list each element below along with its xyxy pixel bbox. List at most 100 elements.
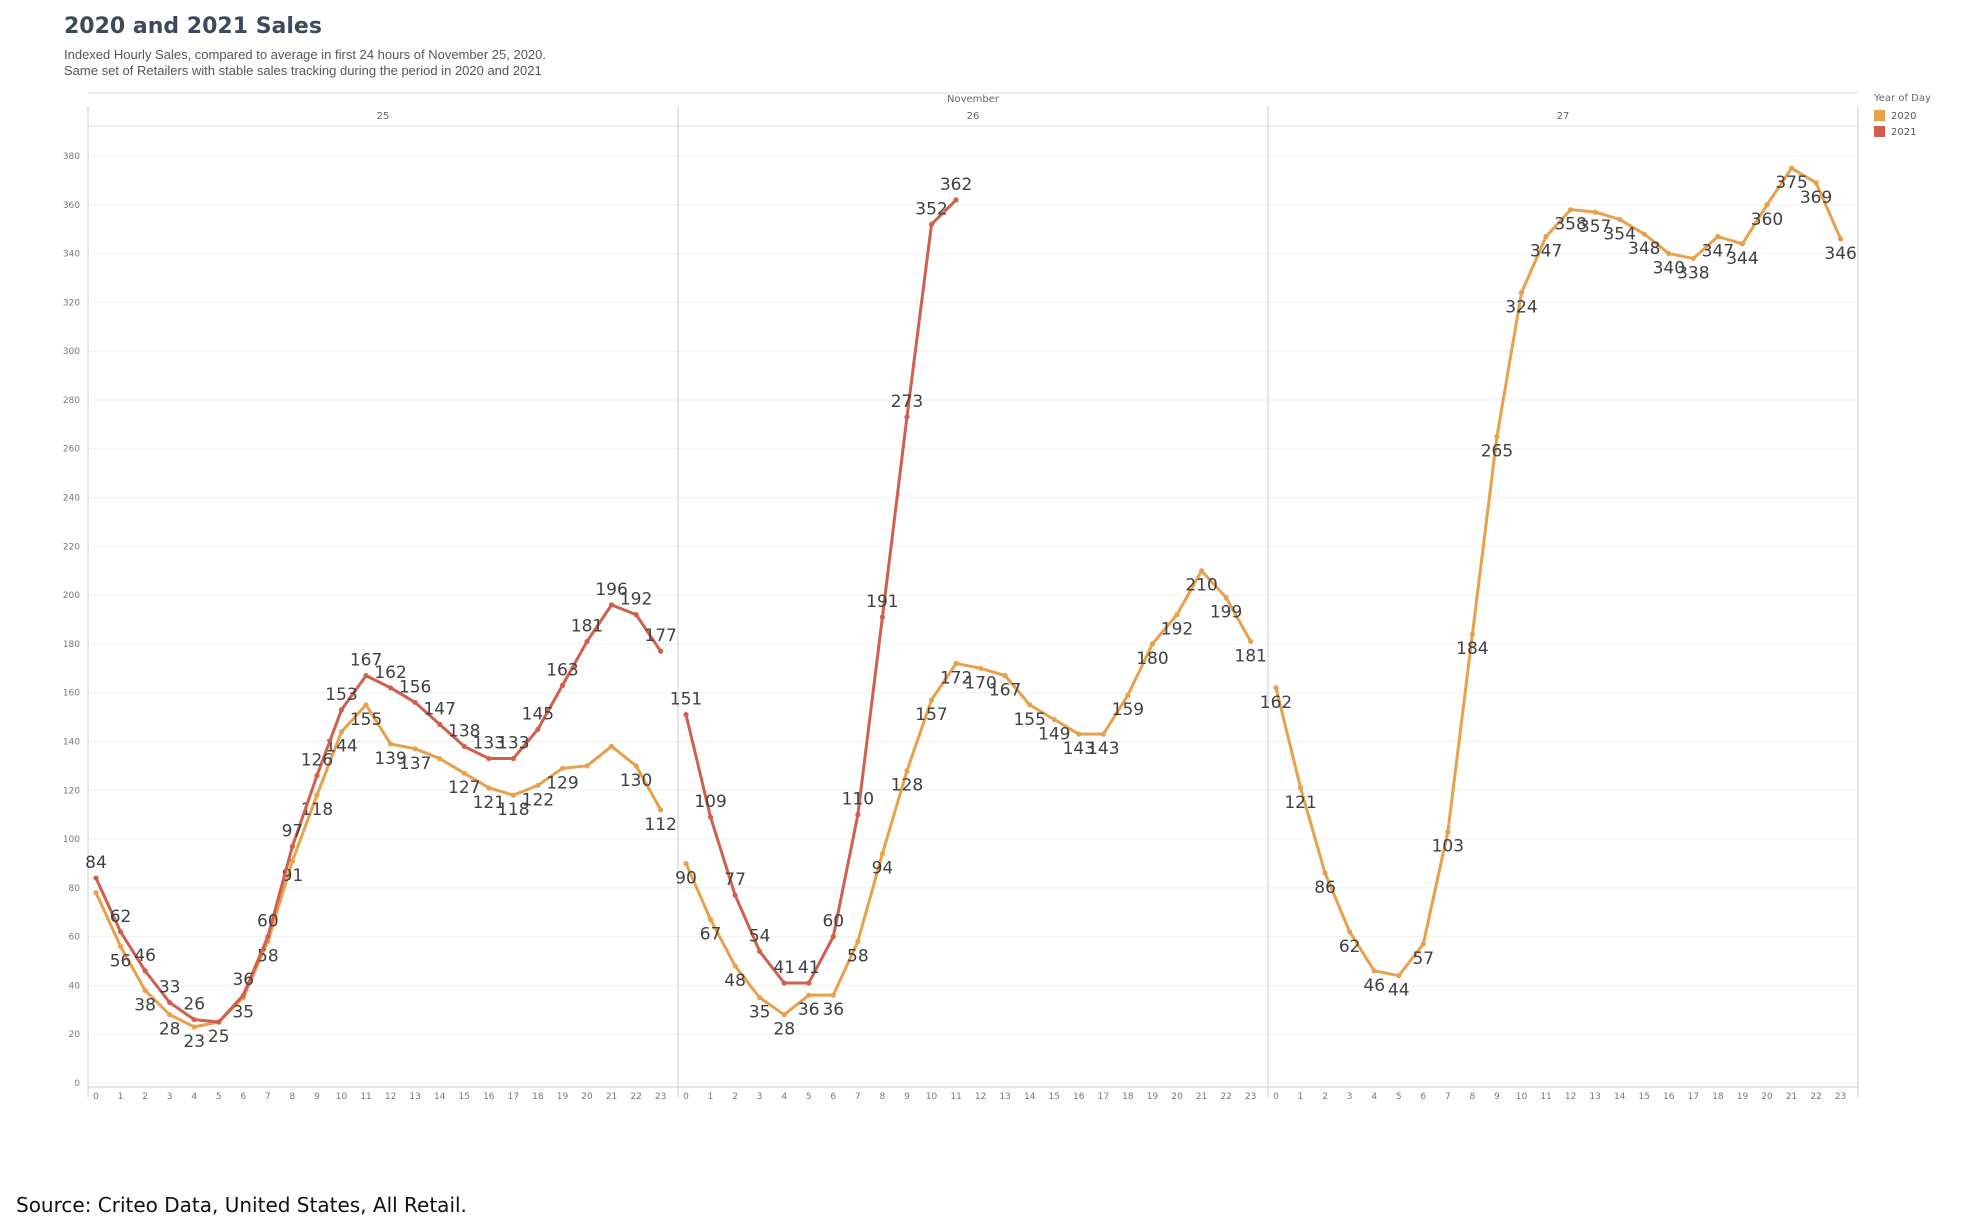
data-label-2021: 352 (915, 199, 947, 219)
y-tick-label: 100 (63, 835, 80, 845)
data-point-2021 (117, 929, 124, 935)
data-label-2020: 35 (232, 1003, 254, 1023)
data-label-2021: 62 (110, 907, 132, 927)
x-tick-label: 21 (1786, 1092, 1797, 1102)
x-tick-label: 13 (999, 1092, 1010, 1102)
source-note: Source: Criteo Data, United States, All … (16, 1193, 467, 1217)
data-point-2020 (289, 858, 295, 864)
x-tick-label: 7 (855, 1092, 861, 1102)
data-label-2020: 210 (1185, 576, 1217, 596)
x-tick-label: 5 (1396, 1092, 1402, 1102)
y-tick-label: 60 (69, 933, 81, 943)
day-label: 27 (1557, 111, 1570, 122)
data-label-2020: 28 (159, 1020, 181, 1040)
data-point-2020 (117, 943, 124, 949)
data-label-2020: 44 (1388, 981, 1410, 1001)
y-tick-label: 80 (69, 884, 81, 894)
x-tick-label: 0 (683, 1092, 689, 1102)
data-point-2020 (1518, 290, 1525, 296)
data-label-2020: 38 (134, 995, 156, 1015)
data-label-2021: 273 (891, 392, 923, 412)
x-tick-label: 4 (1371, 1092, 1377, 1102)
data-point-2020 (1002, 673, 1008, 679)
data-label-2020: 67 (700, 925, 722, 945)
x-tick-label: 21 (1196, 1092, 1207, 1102)
data-point-2020 (191, 1024, 197, 1030)
data-point-2020 (953, 660, 959, 667)
data-label-2020: 346 (1824, 244, 1856, 264)
x-tick-label: 4 (781, 1092, 787, 1102)
data-point-2020 (486, 785, 492, 791)
data-point-2021 (658, 648, 664, 654)
data-point-2020 (1666, 250, 1672, 257)
x-tick-label: 8 (1470, 1092, 1476, 1102)
data-label-2020: 121 (473, 793, 505, 813)
data-point-2021 (240, 992, 246, 998)
data-point-2020 (1396, 973, 1402, 979)
data-label-2021: 147 (423, 699, 455, 719)
data-label-2020: 90 (675, 868, 697, 888)
x-tick-label: 23 (1835, 1092, 1846, 1102)
data-label-2020: 180 (1136, 649, 1168, 669)
x-tick-label: 0 (93, 1092, 99, 1102)
data-point-2020 (1764, 202, 1770, 208)
data-label-2020: 344 (1726, 249, 1758, 269)
data-label-2020: 86 (1314, 878, 1336, 898)
x-tick-label: 6 (240, 1092, 246, 1102)
data-point-2021 (93, 875, 99, 881)
data-label-2020: 103 (1432, 837, 1464, 857)
data-label-2020: 28 (773, 1020, 795, 1040)
x-tick-label: 7 (1445, 1092, 1451, 1102)
x-tick-label: 9 (1494, 1092, 1500, 1102)
x-tick-label: 21 (606, 1092, 617, 1102)
x-tick-label: 23 (655, 1092, 666, 1102)
x-tick-label: 17 (1688, 1092, 1699, 1102)
data-point-2020 (338, 729, 345, 735)
data-point-2021 (142, 968, 148, 974)
data-point-2020 (1739, 241, 1746, 247)
data-point-2020 (1125, 692, 1131, 698)
data-point-2021 (781, 980, 787, 986)
data-point-2020 (559, 765, 566, 771)
x-tick-label: 14 (1024, 1092, 1036, 1102)
data-label-2020: 369 (1800, 188, 1832, 208)
data-label-2020: 36 (798, 1000, 820, 1020)
data-label-2020: 172 (940, 668, 972, 688)
data-point-2020 (978, 665, 984, 671)
x-tick-label: 11 (360, 1092, 371, 1102)
legend-label-2021: 2021 (1891, 127, 1916, 138)
data-point-2021 (265, 934, 271, 940)
data-label-2020: 155 (350, 710, 382, 730)
x-tick-label: 18 (532, 1092, 544, 1102)
data-label-2020: 127 (448, 778, 480, 798)
data-point-2020 (732, 963, 738, 969)
data-label-2020: 347 (1530, 242, 1562, 262)
data-label-2020: 181 (1234, 646, 1266, 666)
data-label-2020: 184 (1456, 639, 1488, 659)
data-label-2020: 121 (1284, 793, 1316, 813)
data-point-2020 (1174, 612, 1180, 618)
data-label-2021: 110 (842, 790, 874, 810)
x-tick-label: 22 (1810, 1092, 1821, 1102)
x-tick-label: 19 (1737, 1092, 1749, 1102)
data-label-2021: 177 (644, 626, 676, 646)
x-tick-label: 3 (757, 1092, 763, 1102)
x-tick-label: 7 (265, 1092, 271, 1102)
data-label-2020: 25 (208, 1027, 230, 1047)
x-tick-label: 1 (118, 1092, 124, 1102)
x-tick-label: 22 (1220, 1092, 1231, 1102)
data-point-2020 (1690, 255, 1696, 262)
data-point-2020 (1076, 731, 1082, 737)
data-label-2020: 347 (1702, 242, 1734, 262)
data-point-2021 (855, 812, 861, 818)
data-label-2020: 360 (1751, 210, 1783, 230)
data-point-2020 (1273, 685, 1279, 691)
data-label-2020: 137 (399, 754, 431, 774)
data-point-2020 (1100, 731, 1106, 737)
y-tick-label: 240 (63, 494, 80, 504)
data-point-2020 (535, 782, 541, 788)
data-point-2020 (1149, 641, 1156, 647)
y-tick-label: 0 (74, 1079, 80, 1089)
data-label-2020: 265 (1481, 442, 1513, 462)
x-tick-label: 18 (1122, 1092, 1134, 1102)
